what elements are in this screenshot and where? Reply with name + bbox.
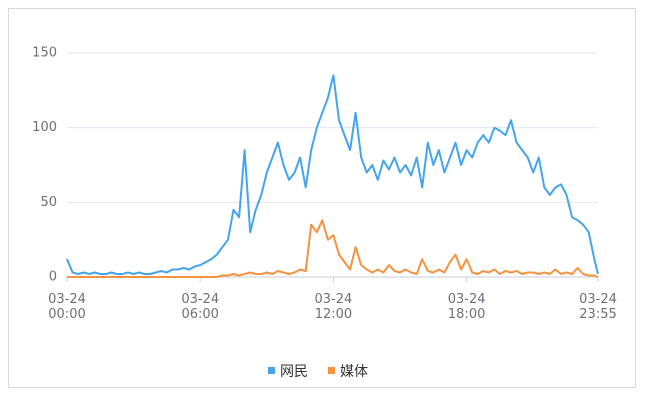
- series-line: [66, 74, 599, 275]
- legend-swatch: [268, 367, 275, 374]
- legend-label: 媒体: [340, 364, 368, 380]
- y-tick-label: 50: [40, 195, 57, 210]
- x-tick-label: 03-24 23:55: [579, 292, 617, 322]
- frame: [8, 8, 636, 388]
- x-tick-label: 03-24 12:00: [314, 292, 353, 322]
- y-tick-label: 150: [32, 46, 57, 61]
- x-tick-label: 03-24 00:00: [48, 292, 86, 322]
- x-tick-label: 03-24 18:00: [447, 292, 486, 322]
- legend-swatch: [328, 367, 335, 374]
- y-tick-label: 100: [32, 120, 57, 135]
- y-tick-label: 0: [49, 270, 57, 285]
- series-line: [67, 219, 599, 278]
- legend-label: 网民: [280, 364, 308, 380]
- x-tick-label: 03-24 06:00: [181, 292, 220, 322]
